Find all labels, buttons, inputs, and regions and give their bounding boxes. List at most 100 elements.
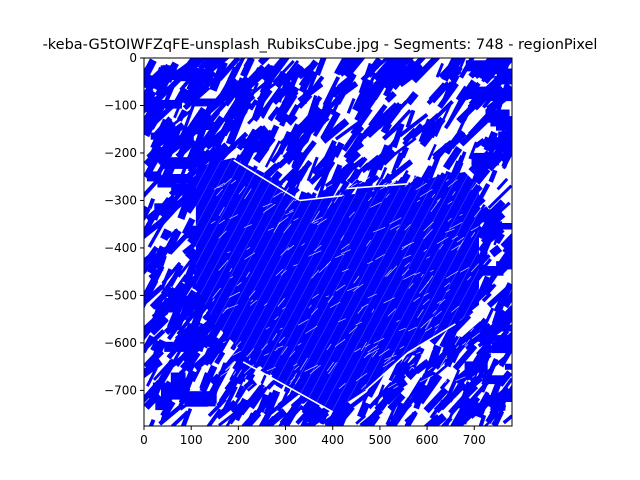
segment-shard: [144, 250, 158, 270]
segment-shard: [145, 367, 158, 387]
segment-shard: [193, 325, 207, 346]
segment-edge: [273, 191, 282, 198]
segment-band: [490, 397, 506, 411]
segment-shard: [246, 76, 274, 99]
segment-edge: [337, 318, 346, 323]
segment-shard: [483, 130, 499, 153]
segment-edge: [423, 292, 429, 297]
segment-shard: [285, 169, 299, 182]
cube-edge: [233, 159, 301, 202]
segment-shard: [182, 239, 201, 255]
segment-edge: [436, 198, 441, 202]
segment-edge: [439, 243, 444, 250]
segment-edge: [311, 270, 319, 279]
segment-edge: [440, 355, 448, 367]
segment-shard: [449, 64, 463, 80]
segment-shard: [168, 347, 196, 370]
segment-shard: [362, 72, 377, 97]
segment-edge: [297, 342, 302, 346]
segment-shard: [247, 383, 269, 410]
segment-shard: [144, 116, 157, 139]
segment-shard: [442, 146, 463, 171]
segment-shard: [381, 159, 414, 186]
segment-edge: [295, 376, 301, 385]
segment-edge: [316, 218, 327, 226]
segment-edge: [372, 226, 386, 233]
segment-edge: [423, 228, 433, 240]
segment-edge: [398, 327, 406, 332]
segment-band: [155, 396, 171, 411]
segment-edge: [401, 268, 410, 277]
segment-shard: [228, 86, 254, 120]
segment-edge: [426, 256, 431, 259]
x-tick-label: 100: [180, 433, 203, 447]
segment-shard: [314, 58, 329, 76]
segment-edge: [383, 182, 387, 186]
segment-edge: [359, 176, 371, 185]
segment-edge: [298, 188, 304, 194]
segment-shard: [375, 153, 392, 171]
segment-edge: [311, 216, 323, 223]
y-tick-label: 0: [129, 51, 137, 65]
segment-shard: [343, 58, 367, 79]
segment-edge: [467, 275, 472, 281]
segment-shard: [150, 339, 160, 352]
segment-shard: [360, 64, 380, 82]
segment-shard: [290, 395, 304, 408]
segment-edge: [301, 242, 305, 247]
segment-edge: [278, 336, 285, 344]
segment-shard: [147, 247, 164, 273]
segment-edge: [287, 244, 295, 251]
segment-edge: [338, 382, 346, 390]
segment-edge: [403, 273, 416, 280]
segment-shard: [330, 86, 341, 99]
segment-edge: [391, 352, 395, 357]
segment-edge: [222, 306, 229, 314]
x-axis: 0 100 200 300 400 500 600 700: [140, 426, 486, 447]
segment-shard: [398, 113, 429, 138]
segment-edge: [297, 318, 309, 326]
segment-shard: [152, 312, 165, 328]
segment-edge: [289, 373, 297, 386]
segment-edge: [445, 289, 450, 293]
segment-edge: [229, 268, 233, 272]
segment-edge: [283, 223, 292, 233]
segment-band: [154, 99, 182, 109]
segment-shard: [449, 369, 461, 392]
segment-edge: [313, 221, 319, 224]
segment-edge: [267, 227, 274, 231]
segment-edge: [350, 179, 357, 186]
segment-band: [160, 305, 178, 313]
segment-edge: [444, 282, 451, 288]
segment-edge: [456, 237, 465, 243]
segment-edge: [250, 299, 254, 303]
segment-shard: [263, 58, 290, 82]
segment-band: [511, 266, 512, 275]
segment-edge: [388, 382, 397, 389]
segment-band: [154, 203, 175, 213]
segment-edge: [445, 179, 449, 182]
segment-shard: [327, 400, 353, 426]
segment-shard: [413, 414, 440, 426]
segment-shard: [218, 334, 232, 353]
segment-edge: [427, 366, 433, 371]
segment-edge: [416, 351, 421, 355]
segment-edge: [367, 345, 378, 353]
segment-shard: [320, 110, 341, 141]
segment-band: [478, 266, 504, 276]
segment-band: [482, 375, 505, 385]
segment-shard: [491, 301, 505, 326]
segment-edge: [326, 343, 332, 351]
segment-edge: [390, 224, 400, 230]
segment-shard: [429, 357, 456, 381]
segment-shard: [426, 81, 450, 106]
segment-edge: [470, 327, 474, 333]
segment-edge: [383, 297, 395, 304]
segment-shard: [322, 76, 341, 106]
segment-edge: [348, 325, 358, 334]
segment-shard: [288, 65, 306, 83]
x-tick-label: 700: [463, 433, 486, 447]
segment-edge: [367, 293, 377, 299]
segment-edge: [423, 248, 428, 253]
segment-shard: [411, 58, 440, 84]
